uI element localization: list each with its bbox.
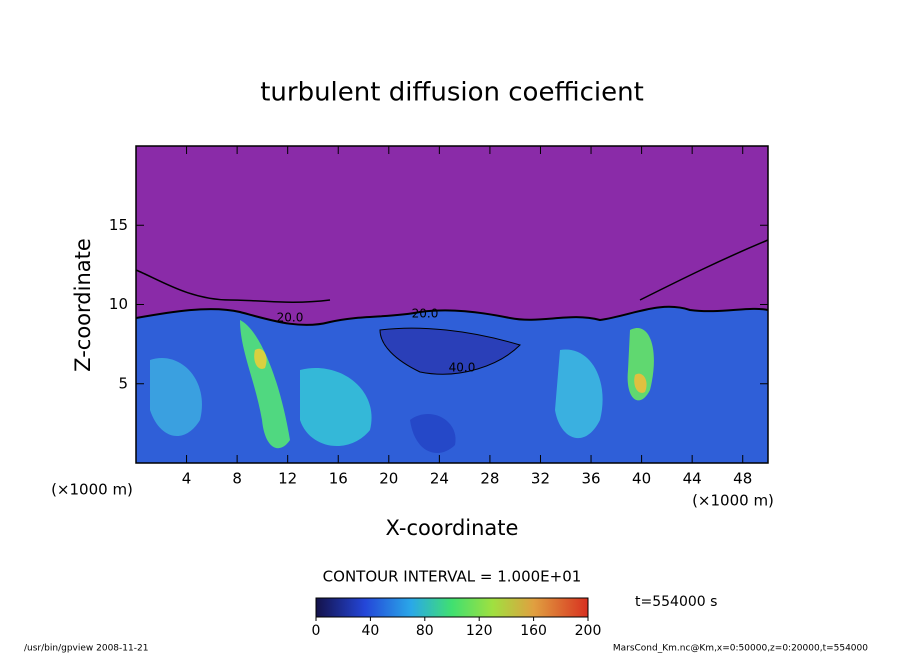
chart-title: turbulent diffusion coefficient bbox=[260, 78, 644, 108]
field-patch bbox=[410, 414, 456, 453]
x-tick-label: 16 bbox=[329, 470, 348, 488]
footer-left: /usr/bin/gpview 2008-11-21 bbox=[24, 644, 148, 654]
field-patch bbox=[555, 349, 603, 439]
time-label: t=554000 s bbox=[635, 594, 717, 610]
contour-label: 40.0 bbox=[449, 361, 476, 375]
y-axis-label: Z-coordinate bbox=[71, 238, 95, 372]
colorbar-tick-label: 0 bbox=[312, 623, 321, 639]
x-tick-label: 36 bbox=[581, 470, 600, 488]
field-patch bbox=[254, 348, 267, 369]
x-tick-label: 20 bbox=[379, 470, 398, 488]
field bbox=[136, 146, 768, 463]
field-patch bbox=[150, 358, 202, 437]
contour-interval: CONTOUR INTERVAL = 1.000E+01 bbox=[323, 568, 582, 586]
contour-line bbox=[379, 327, 521, 375]
colorbar-tick-label: 160 bbox=[520, 623, 547, 639]
colorbar bbox=[315, 597, 589, 618]
colorbar-tick-label: 120 bbox=[466, 623, 493, 639]
colorbar-tick-label: 200 bbox=[575, 623, 602, 639]
x-tick-label: 8 bbox=[232, 470, 242, 488]
colorbar-tick-label: 40 bbox=[361, 623, 379, 639]
field-lower bbox=[136, 306, 768, 463]
field-core bbox=[380, 328, 520, 375]
contour-line bbox=[639, 239, 768, 301]
x-tick-label: 24 bbox=[430, 470, 449, 488]
x-tick-label: 32 bbox=[531, 470, 550, 488]
contour-line bbox=[136, 269, 331, 303]
x-tick-label: 44 bbox=[683, 470, 702, 488]
y-tick-label: 5 bbox=[118, 374, 128, 392]
contour-line bbox=[136, 305, 768, 326]
y-tick-label: 15 bbox=[109, 216, 128, 234]
x-tick-label: 40 bbox=[632, 470, 651, 488]
x-tick-label: 12 bbox=[278, 470, 297, 488]
field-patch bbox=[300, 368, 372, 447]
field-patch bbox=[634, 373, 647, 393]
x-axis-label: X-coordinate bbox=[386, 516, 519, 540]
contour-label: 20.0 bbox=[277, 311, 304, 325]
footer-right: MarsCond_Km.nc@Km,x=0:50000,z=0:20000,t=… bbox=[613, 644, 868, 654]
x-unit-label: (×1000 m) bbox=[51, 481, 133, 499]
x-tick-label: 28 bbox=[480, 470, 499, 488]
colorbar-tick-label: 80 bbox=[416, 623, 434, 639]
y-unit-label: (×1000 m) bbox=[692, 492, 774, 510]
field-patch bbox=[240, 320, 290, 449]
x-tick-label: 48 bbox=[733, 470, 752, 488]
y-tick-label: 10 bbox=[109, 295, 128, 313]
x-tick-label: 4 bbox=[182, 470, 192, 488]
contour-label: 20.0 bbox=[412, 307, 439, 321]
field-patch bbox=[627, 328, 654, 401]
